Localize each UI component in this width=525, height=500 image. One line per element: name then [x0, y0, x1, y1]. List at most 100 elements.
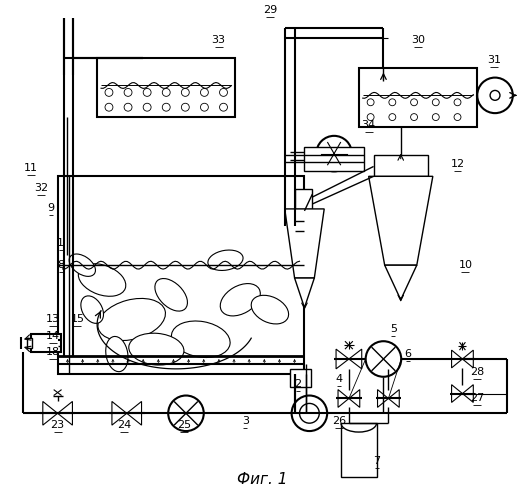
Text: 5: 5	[390, 324, 397, 334]
Polygon shape	[463, 384, 474, 402]
Ellipse shape	[129, 333, 184, 365]
Polygon shape	[112, 402, 127, 425]
Text: 32: 32	[34, 183, 48, 193]
Ellipse shape	[220, 284, 260, 316]
Polygon shape	[452, 384, 463, 402]
Text: 26: 26	[332, 416, 346, 426]
Circle shape	[389, 99, 396, 105]
Text: 11: 11	[24, 164, 38, 173]
Circle shape	[316, 136, 352, 172]
Ellipse shape	[78, 264, 126, 296]
Circle shape	[201, 104, 208, 111]
Ellipse shape	[69, 254, 96, 276]
Polygon shape	[285, 209, 324, 278]
Text: 27: 27	[470, 394, 485, 404]
Text: 13: 13	[46, 314, 60, 324]
Circle shape	[162, 104, 170, 111]
Circle shape	[300, 404, 319, 423]
Text: 9: 9	[47, 203, 54, 213]
Circle shape	[143, 88, 151, 96]
Circle shape	[389, 114, 396, 120]
Circle shape	[490, 90, 500, 101]
Circle shape	[291, 396, 327, 431]
Circle shape	[411, 99, 417, 105]
Circle shape	[366, 341, 401, 377]
Bar	[290, 369, 311, 386]
Polygon shape	[295, 278, 314, 308]
Bar	[341, 423, 376, 478]
Ellipse shape	[155, 278, 187, 311]
Text: 8: 8	[57, 260, 64, 270]
Circle shape	[329, 148, 339, 158]
Polygon shape	[388, 390, 399, 407]
Ellipse shape	[172, 321, 230, 358]
Polygon shape	[349, 390, 360, 407]
Circle shape	[201, 88, 208, 96]
Bar	[27, 338, 32, 348]
Text: Фиг. 1: Фиг. 1	[237, 472, 287, 488]
Ellipse shape	[251, 296, 289, 324]
Text: 7: 7	[373, 456, 380, 466]
Circle shape	[105, 104, 113, 111]
Text: 23: 23	[50, 420, 65, 430]
Circle shape	[432, 99, 439, 105]
Text: 4: 4	[335, 374, 343, 384]
Circle shape	[124, 104, 132, 111]
Text: 15: 15	[70, 314, 85, 324]
Circle shape	[477, 78, 513, 113]
Circle shape	[181, 88, 190, 96]
Polygon shape	[369, 176, 433, 265]
Polygon shape	[463, 350, 474, 368]
Circle shape	[168, 396, 204, 431]
Text: 18: 18	[46, 347, 60, 357]
Text: 2: 2	[294, 378, 301, 388]
Text: 24: 24	[117, 420, 131, 430]
Text: 10: 10	[458, 260, 472, 270]
Bar	[374, 154, 428, 176]
Polygon shape	[127, 402, 142, 425]
Polygon shape	[58, 402, 72, 425]
Polygon shape	[336, 349, 349, 369]
Polygon shape	[377, 390, 388, 407]
Text: 31: 31	[487, 55, 501, 65]
Bar	[31, 334, 60, 352]
Polygon shape	[43, 402, 58, 425]
Text: 33: 33	[212, 35, 226, 45]
Circle shape	[454, 99, 461, 105]
Circle shape	[105, 88, 113, 96]
Bar	[359, 68, 477, 127]
Polygon shape	[338, 390, 349, 407]
Ellipse shape	[81, 296, 103, 324]
Circle shape	[219, 104, 227, 111]
Text: 29: 29	[263, 6, 277, 16]
Text: 6: 6	[405, 349, 412, 359]
Circle shape	[181, 104, 190, 111]
Bar	[58, 176, 304, 374]
Ellipse shape	[106, 336, 128, 372]
Text: 12: 12	[450, 160, 465, 170]
Polygon shape	[349, 349, 362, 369]
Circle shape	[143, 104, 151, 111]
Circle shape	[162, 88, 170, 96]
Text: 14: 14	[46, 331, 60, 341]
Ellipse shape	[98, 298, 165, 341]
Text: 30: 30	[411, 35, 425, 45]
Polygon shape	[385, 265, 417, 300]
Text: 1: 1	[57, 238, 64, 248]
Circle shape	[454, 114, 461, 120]
Text: 28: 28	[470, 367, 485, 377]
Circle shape	[367, 99, 374, 105]
Circle shape	[219, 88, 227, 96]
Bar	[304, 146, 364, 172]
Bar	[295, 189, 312, 209]
Text: 34: 34	[362, 120, 376, 130]
Text: 25: 25	[177, 420, 191, 430]
Circle shape	[367, 114, 374, 120]
Bar	[97, 58, 235, 117]
Circle shape	[411, 114, 417, 120]
Circle shape	[432, 114, 439, 120]
Text: 3: 3	[242, 416, 249, 426]
Ellipse shape	[208, 250, 243, 270]
Circle shape	[124, 88, 132, 96]
Polygon shape	[452, 350, 463, 368]
